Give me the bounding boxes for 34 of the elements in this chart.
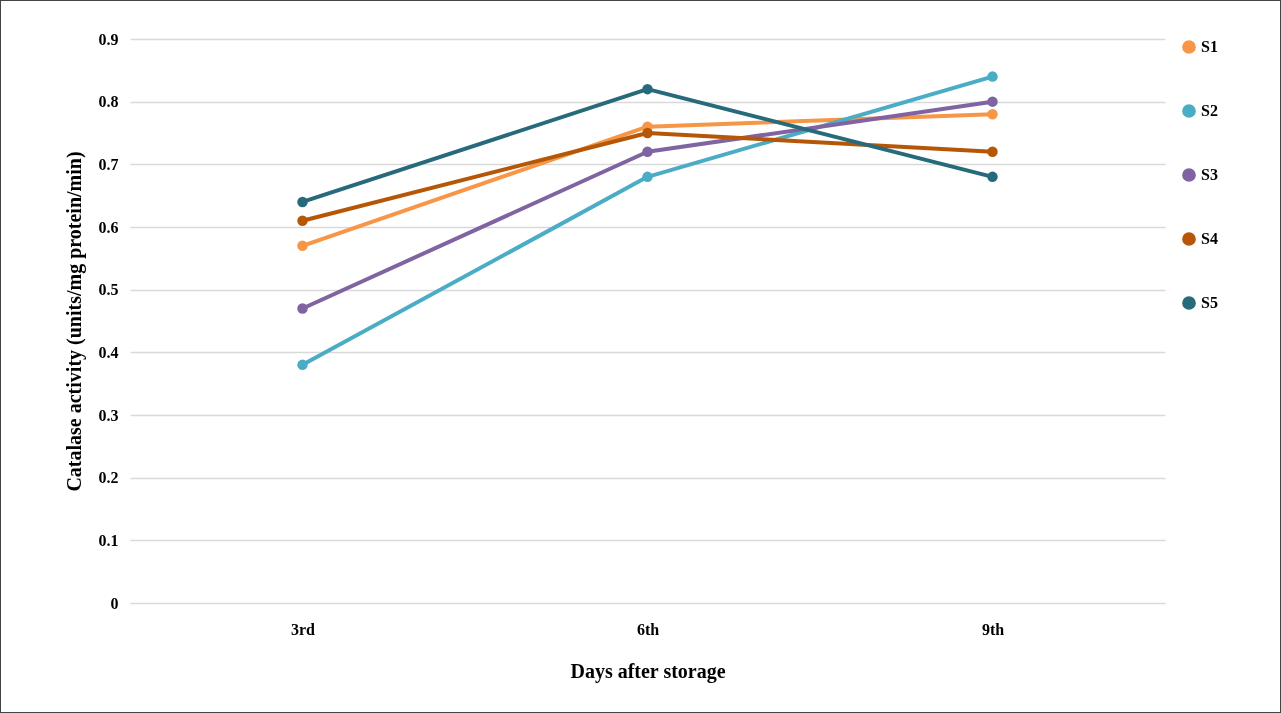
y-tick-label: 0.5 (98, 281, 119, 299)
point (297, 359, 308, 371)
y-tick-label: 0 (110, 594, 119, 612)
point (987, 171, 998, 183)
y-tick-label: 0.1 (98, 531, 119, 549)
x-axis-title: Days after storage (570, 659, 726, 683)
point (642, 83, 653, 95)
point (642, 127, 653, 139)
point (642, 171, 653, 183)
y-tick-label: 0.7 (98, 155, 119, 173)
point (987, 71, 998, 82)
legend-label: S5 (1201, 294, 1218, 311)
point (987, 146, 998, 158)
y-tick-label: 0.6 (98, 218, 119, 236)
point (987, 108, 998, 120)
y-tick-label: 0.4 (98, 343, 119, 361)
point (297, 303, 308, 314)
point (987, 96, 998, 107)
point (297, 196, 308, 208)
x-tick-label: 3rd (291, 620, 316, 638)
point (642, 146, 653, 158)
y-tick-label: 0.2 (98, 469, 119, 487)
point (297, 240, 308, 252)
point (297, 215, 308, 226)
legend-label: S1 (1201, 38, 1218, 55)
x-tick-label: 9th (981, 620, 1005, 638)
legend-label: S3 (1201, 166, 1218, 183)
y-tick-label: 0.8 (98, 93, 119, 111)
x-tick-label: 6th (636, 620, 660, 638)
legend-label: S4 (1201, 230, 1218, 247)
legend-label: S2 (1201, 102, 1218, 119)
y-tick-label: 0.3 (98, 406, 119, 424)
y-tick-label: 0.9 (98, 30, 119, 48)
y-axis-title: Catalase activity (units/mg protein/min) (62, 151, 86, 492)
